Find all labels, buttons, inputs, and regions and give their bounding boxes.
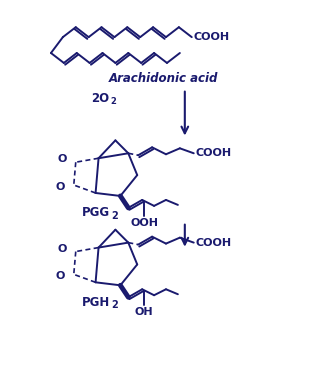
Text: 2: 2: [111, 300, 118, 310]
Text: PGH: PGH: [82, 296, 110, 309]
Text: O: O: [57, 244, 67, 253]
Text: O: O: [55, 271, 65, 281]
Text: OH: OH: [135, 307, 154, 317]
Text: O: O: [57, 154, 67, 164]
Text: O: O: [55, 182, 65, 192]
Text: 2: 2: [111, 211, 118, 221]
Text: OOH: OOH: [130, 218, 158, 228]
Text: COOH: COOH: [196, 148, 232, 158]
Text: 2O: 2O: [92, 92, 110, 105]
Text: Arachidonic acid: Arachidonic acid: [108, 72, 218, 86]
Text: PGG: PGG: [82, 206, 110, 219]
Text: 2: 2: [111, 97, 116, 106]
Text: COOH: COOH: [196, 238, 232, 248]
Text: COOH: COOH: [194, 32, 230, 42]
